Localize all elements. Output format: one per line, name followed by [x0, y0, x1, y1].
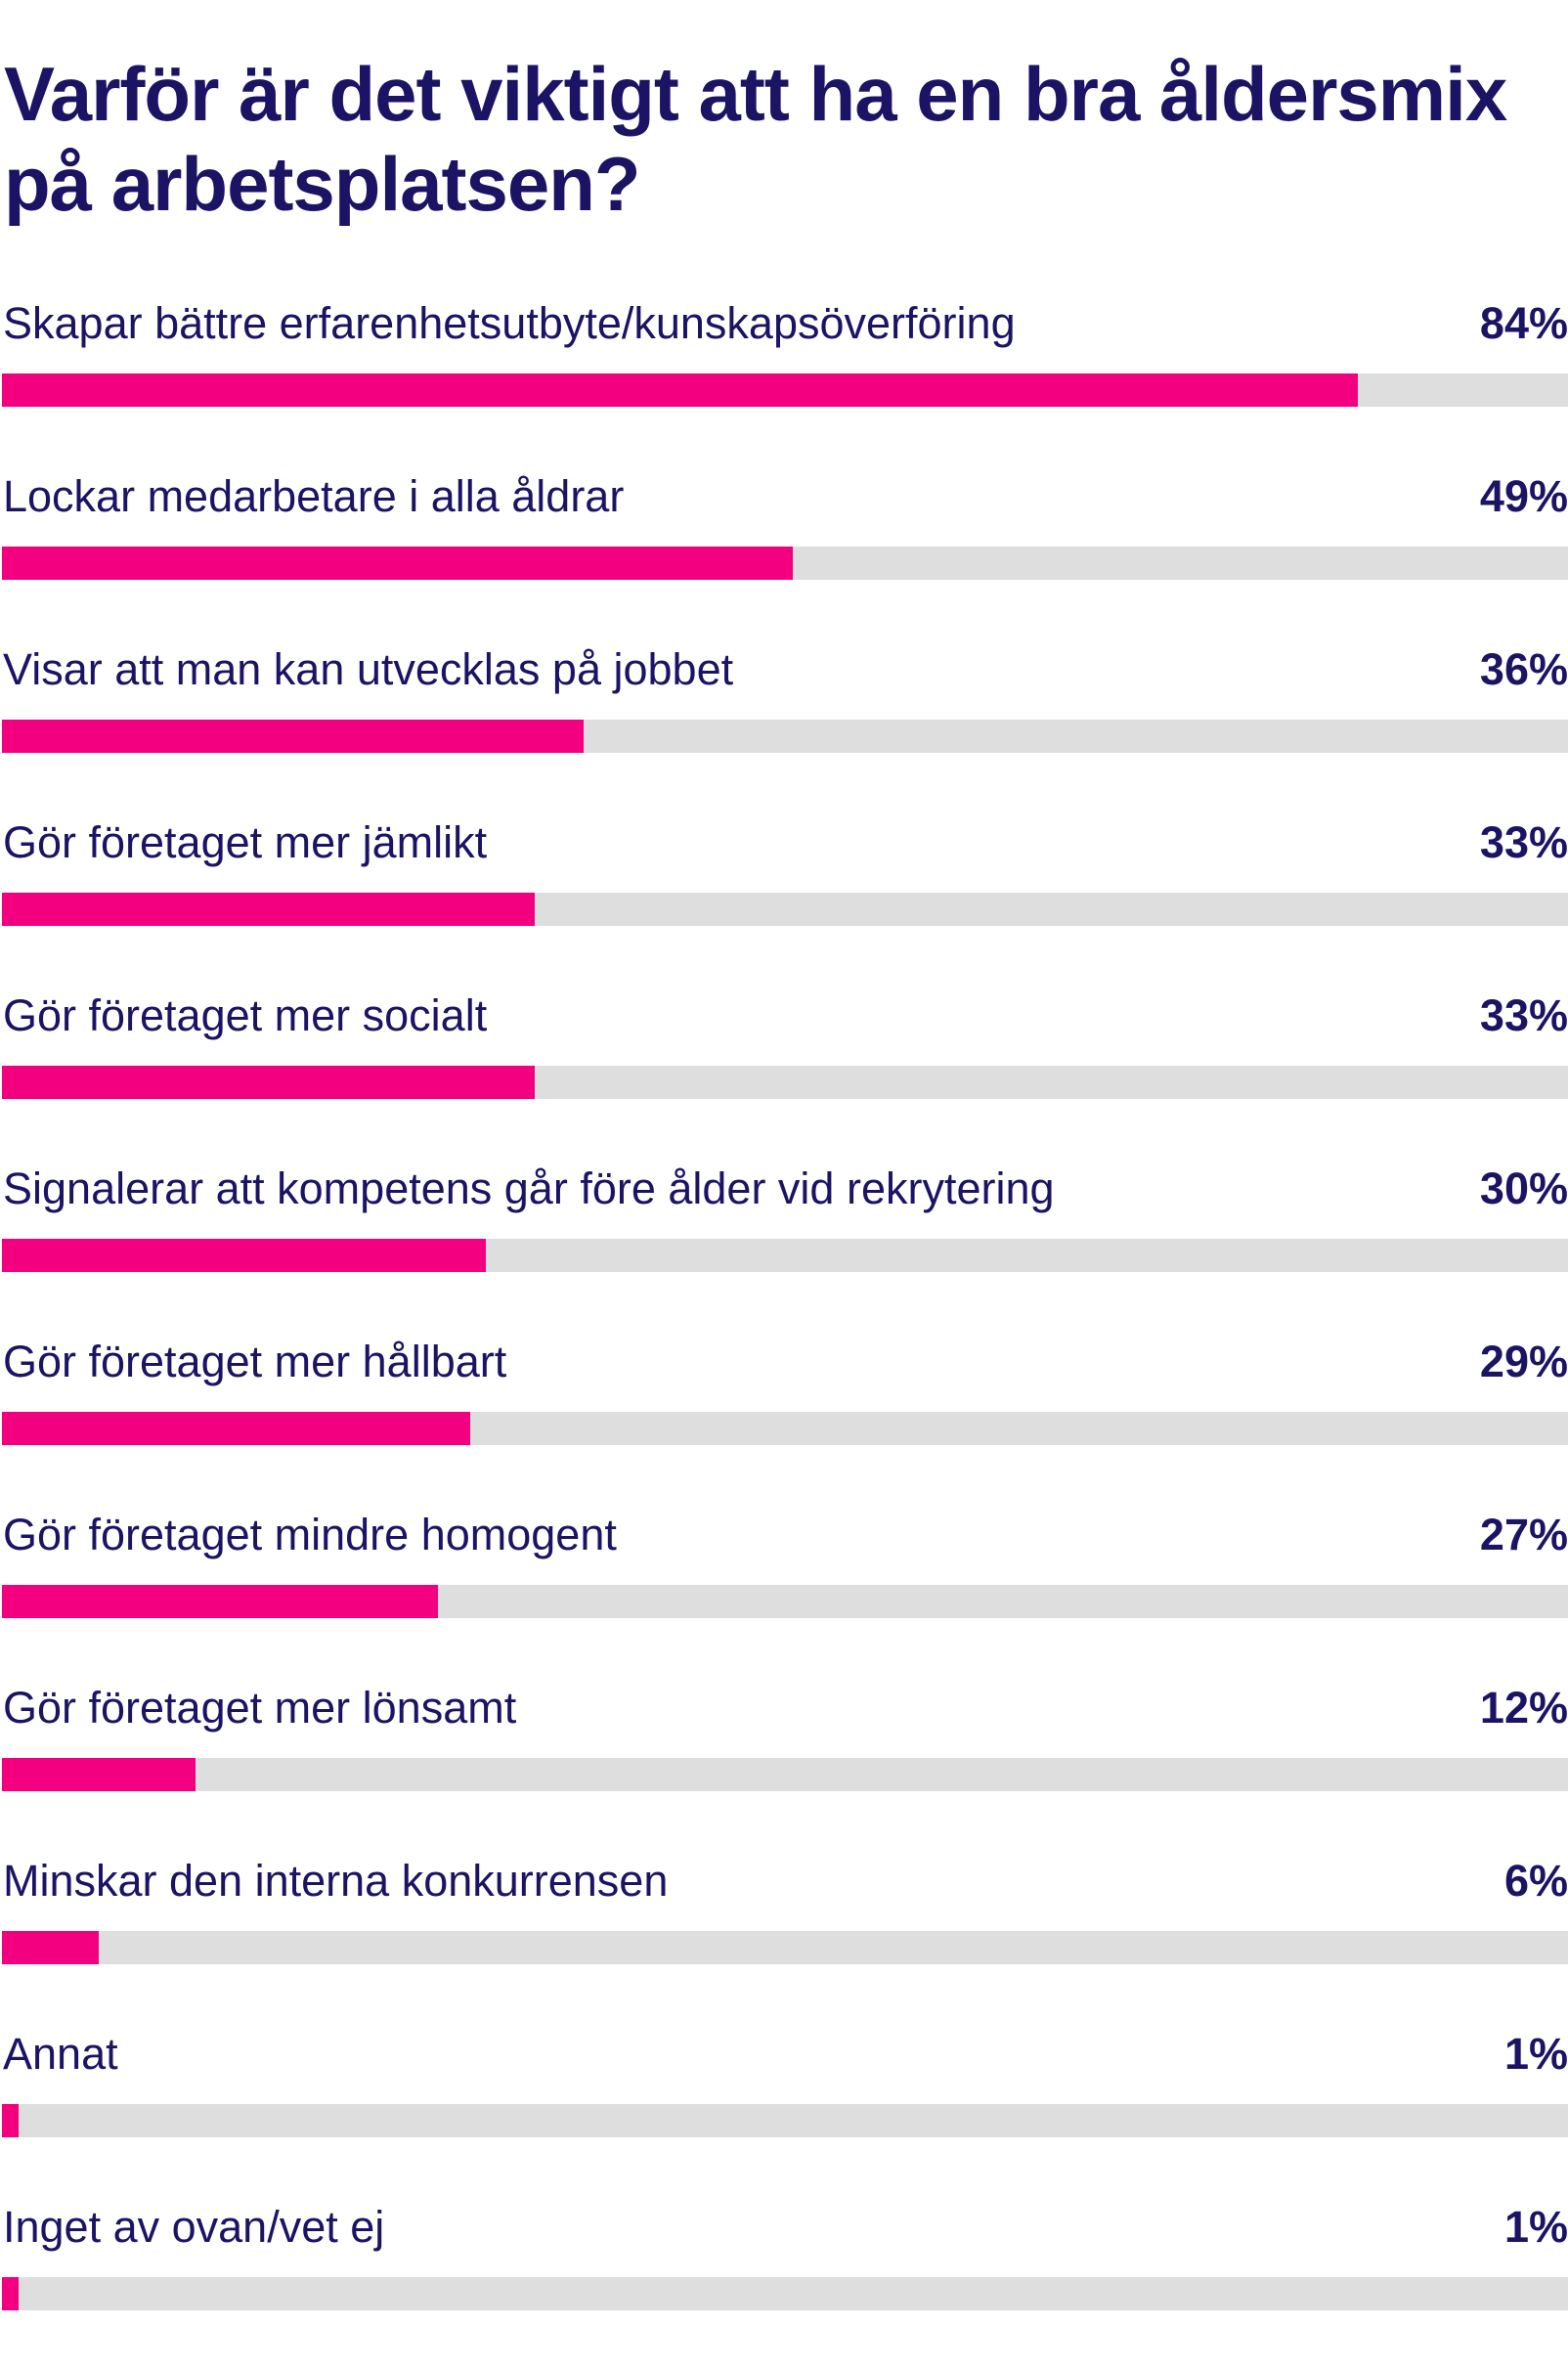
category-label: Skapar bättre erfarenhetsutbyte/kunskaps… [3, 298, 1016, 348]
bar [2, 1585, 438, 1618]
bar [2, 1066, 535, 1099]
bar-row: Gör företaget mer jämlikt 33% [0, 812, 1568, 986]
category-label: Gör företaget mer hållbart [3, 1337, 507, 1386]
bar-background [2, 1931, 1568, 1964]
category-label: Signalerar att kompetens går före ålder … [3, 1163, 1055, 1213]
category-label: Lockar medarbetare i alla åldrar [3, 471, 625, 521]
bar-track [2, 1239, 1568, 1272]
bar-row: Minskar den interna konkurrensen 6% [0, 1851, 1568, 2024]
category-label: Annat [3, 2029, 118, 2079]
category-label: Inget av ovan/vet ej [3, 2202, 385, 2252]
bar [2, 1931, 100, 1964]
bar [2, 2104, 19, 2137]
bar [2, 1239, 487, 1272]
value-label: 33% [1479, 817, 1568, 867]
value-label: 36% [1479, 644, 1568, 694]
bar-row: Lockar medarbetare i alla åldrar 49% [0, 466, 1568, 639]
bar-background [2, 1758, 1568, 1791]
value-label: 30% [1479, 1163, 1568, 1213]
bar-track [2, 1758, 1568, 1791]
bar-track [2, 1931, 1568, 1964]
bar-row: Signalerar att kompetens går före ålder … [0, 1159, 1568, 1332]
bar [2, 373, 1359, 407]
category-label: Gör företaget mer jämlikt [3, 817, 488, 867]
value-label: 27% [1479, 1510, 1568, 1559]
bar-chart: Skapar bättre erfarenhetsutbyte/kunskaps… [0, 293, 1568, 2370]
category-label: Visar att man kan utvecklas på jobbet [3, 644, 734, 694]
value-label: 33% [1479, 990, 1568, 1040]
bar-row: Annat 1% [0, 2024, 1568, 2197]
bar [2, 547, 794, 580]
bar-row: Inget av ovan/vet ej 1% [0, 2197, 1568, 2370]
bar-track [2, 1066, 1568, 1099]
bar-track [2, 547, 1568, 580]
bar-row: Gör företaget mer hållbart 29% [0, 1332, 1568, 1505]
category-label: Minskar den interna konkurrensen [3, 1856, 669, 1906]
value-label: 12% [1479, 1683, 1568, 1733]
bar-row: Visar att man kan utvecklas på jobbet 36% [0, 639, 1568, 812]
value-label: 1% [1503, 2029, 1568, 2079]
bar-track [2, 1585, 1568, 1618]
bar [2, 2277, 19, 2310]
bar-background [2, 2277, 1568, 2310]
value-label: 29% [1479, 1337, 1568, 1386]
bar-track [2, 373, 1568, 407]
bar [2, 1412, 470, 1445]
value-label: 1% [1503, 2202, 1568, 2252]
value-label: 84% [1479, 298, 1568, 348]
bar-track [2, 2104, 1568, 2137]
bar-row: Gör företaget mer socialt 33% [0, 986, 1568, 1159]
bar [2, 720, 584, 753]
bar-track [2, 2277, 1568, 2310]
bar [2, 1758, 196, 1791]
bar-row: Gör företaget mindre homogent 27% [0, 1505, 1568, 1678]
category-label: Gör företaget mindre homogent [3, 1510, 617, 1559]
bar-row: Skapar bättre erfarenhetsutbyte/kunskaps… [0, 293, 1568, 466]
value-label: 49% [1479, 471, 1568, 521]
chart-title: Varför är det viktigt att ha en bra ålde… [4, 51, 1507, 227]
value-label: 6% [1503, 1856, 1568, 1906]
bar-background [2, 2104, 1568, 2137]
bar [2, 893, 535, 926]
bar-row: Gör företaget mer lönsamt 12% [0, 1678, 1568, 1851]
bar-track [2, 720, 1568, 753]
bar-track [2, 1412, 1568, 1445]
bar-track [2, 893, 1568, 926]
category-label: Gör företaget mer lönsamt [3, 1683, 517, 1733]
category-label: Gör företaget mer socialt [3, 990, 488, 1040]
